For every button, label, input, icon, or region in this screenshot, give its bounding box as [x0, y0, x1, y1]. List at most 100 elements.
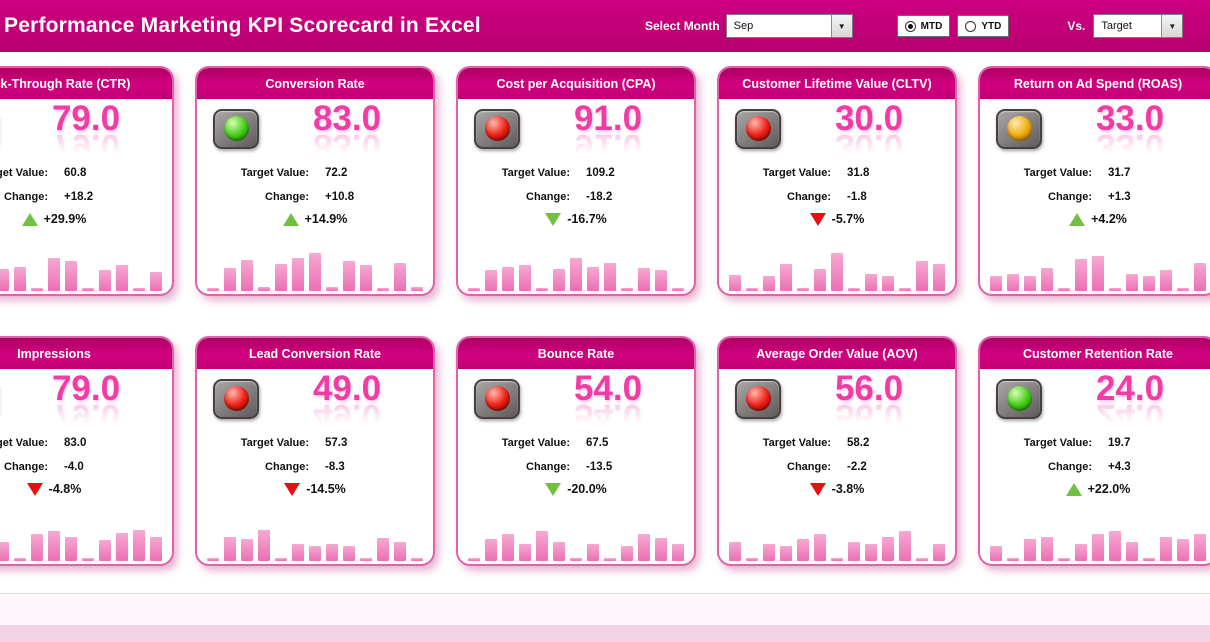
sparkline-bar — [990, 545, 1002, 561]
change-label: Change: — [787, 461, 831, 473]
kpi-card-header: Return on Ad Spend (ROAS) — [980, 68, 1210, 99]
chevron-down-icon[interactable]: ▼ — [830, 15, 852, 37]
trend-percent: -20.0% — [567, 482, 607, 496]
sparkline-bar — [655, 270, 667, 291]
target-value: 19.7 — [1108, 437, 1131, 449]
traffic-light-bulb — [223, 386, 249, 411]
change-value: -2.2 — [847, 461, 867, 473]
sparkline-bar — [309, 545, 321, 561]
traffic-light-icon — [996, 379, 1042, 419]
kpi-card-header: Cost per Acquisition (CPA) — [458, 68, 694, 99]
change-row: Change: +18.2 — [0, 191, 172, 203]
kpi-value: 30.0 — [834, 99, 904, 138]
sparkline-bar — [65, 536, 77, 561]
sparkline-bar — [638, 534, 650, 561]
sparkline-bar — [587, 266, 599, 291]
vs-dropdown[interactable]: Target ▼ — [1093, 14, 1184, 38]
sparkline-bar — [133, 288, 145, 291]
kpi-value: 33.0 — [1095, 99, 1165, 138]
sparkline-bar — [241, 539, 253, 561]
target-row: Target Value: 31.8 — [719, 167, 955, 179]
sparkline-bar — [899, 531, 911, 561]
traffic-light-bulb — [745, 386, 771, 411]
sparkline-bar — [1092, 534, 1104, 561]
sparkline-bars — [207, 507, 423, 561]
sparkline-bar — [360, 558, 372, 561]
target-label: Target Value: — [0, 167, 48, 179]
change-value: +1.3 — [1108, 191, 1131, 203]
sparkline-bar — [746, 557, 758, 561]
kpi-card-title: Cost per Acquisition (CPA) — [496, 76, 656, 91]
kpi-card-body: 33.0 33.0 Target Value: 31.7 Change: +1.… — [980, 99, 1210, 294]
sparkline-bar — [394, 541, 406, 561]
target-label: Target Value: — [240, 437, 309, 449]
traffic-light-icon — [474, 379, 520, 419]
sparkline-bar — [1177, 539, 1189, 561]
sparkline-bar — [377, 538, 389, 561]
kpi-card-conversion-rate: Conversion Rate 83.0 83.0 Target Value: … — [195, 66, 435, 296]
change-value: -8.3 — [325, 461, 345, 473]
month-dropdown[interactable]: Sep ▼ — [725, 14, 853, 38]
sparkline-bar — [31, 288, 43, 291]
kpi-card-body: 30.0 30.0 Target Value: 31.8 Change: -1.… — [719, 99, 955, 294]
kpi-value: 83.0 — [312, 99, 382, 138]
sparkline-bar — [116, 265, 128, 291]
change-label: Change: — [526, 191, 570, 203]
target-row: Target Value: 67.5 — [458, 437, 694, 449]
kpi-value-wrap: 83.0 83.0 — [269, 101, 425, 179]
traffic-light-icon — [735, 109, 781, 149]
sparkline-bar — [1177, 287, 1189, 291]
sparkline-bar — [48, 531, 60, 561]
sparkline-bar — [729, 541, 741, 561]
target-value: 31.8 — [847, 167, 870, 179]
sparkline-bar — [468, 558, 480, 561]
sparkline-bar — [780, 545, 792, 561]
sparkline-bar — [638, 268, 650, 291]
kpi-card-grid: Click-Through Rate (CTR) 79.0 79.0 Targe… — [0, 66, 1210, 566]
sparkline-bar — [207, 557, 219, 561]
change-value: +18.2 — [64, 191, 94, 203]
sparkline-bars — [207, 237, 423, 291]
trend-row: +4.2% — [1020, 212, 1176, 226]
change-value: +10.8 — [325, 191, 355, 203]
kpi-value: 79.0 — [51, 369, 121, 408]
kpi-value-reflection: 33.0 — [1095, 127, 1165, 166]
sparkline-bar — [343, 545, 355, 561]
sparkline-bar — [275, 264, 287, 291]
change-row: Change: +4.3 — [980, 461, 1210, 473]
sparkline-bar — [224, 536, 236, 561]
sparkline-bar — [814, 269, 826, 291]
sparkline-bar — [570, 257, 582, 291]
sparkline-bar — [1024, 539, 1036, 561]
sparkline-bar — [0, 541, 9, 561]
sparkline-bar — [116, 532, 128, 561]
kpi-card-body: 91.0 91.0 Target Value: 109.2 Change: -1… — [458, 99, 694, 294]
sparkline-bar — [848, 287, 860, 291]
sparkline-bar — [797, 288, 809, 291]
sparkline-bar — [1075, 258, 1087, 291]
mtd-radio-button[interactable]: MTD — [896, 15, 951, 37]
sparkline-bar — [933, 264, 945, 291]
sparkline-bar — [899, 287, 911, 291]
sparkline-bar — [746, 287, 758, 291]
kpi-value: 49.0 — [312, 369, 382, 408]
trend-arrow-icon — [284, 482, 301, 496]
sparkline-bars — [468, 507, 684, 561]
radio-circle-icon — [965, 20, 977, 32]
sparkline-bar — [604, 558, 616, 561]
chevron-down-icon[interactable]: ▼ — [1161, 15, 1183, 37]
target-value: 60.8 — [64, 167, 87, 179]
ytd-radio-button[interactable]: YTD — [957, 15, 1010, 37]
change-value: -18.2 — [586, 191, 613, 203]
kpi-value: 79.0 — [51, 99, 121, 138]
traffic-light-bulb — [1006, 116, 1032, 141]
kpi-card-body: 24.0 24.0 Target Value: 19.7 Change: +4.… — [980, 369, 1210, 564]
kpi-value-wrap: 56.0 56.0 — [791, 371, 947, 449]
target-value: 31.7 — [1108, 167, 1131, 179]
sparkline-bar — [133, 529, 145, 561]
trend-percent: -4.8% — [48, 482, 82, 496]
kpi-card-header: Customer Lifetime Value (CLTV) — [719, 68, 955, 99]
sparkline-bar — [394, 262, 406, 291]
sparkline-bar — [621, 287, 633, 291]
traffic-light-icon — [213, 109, 259, 149]
